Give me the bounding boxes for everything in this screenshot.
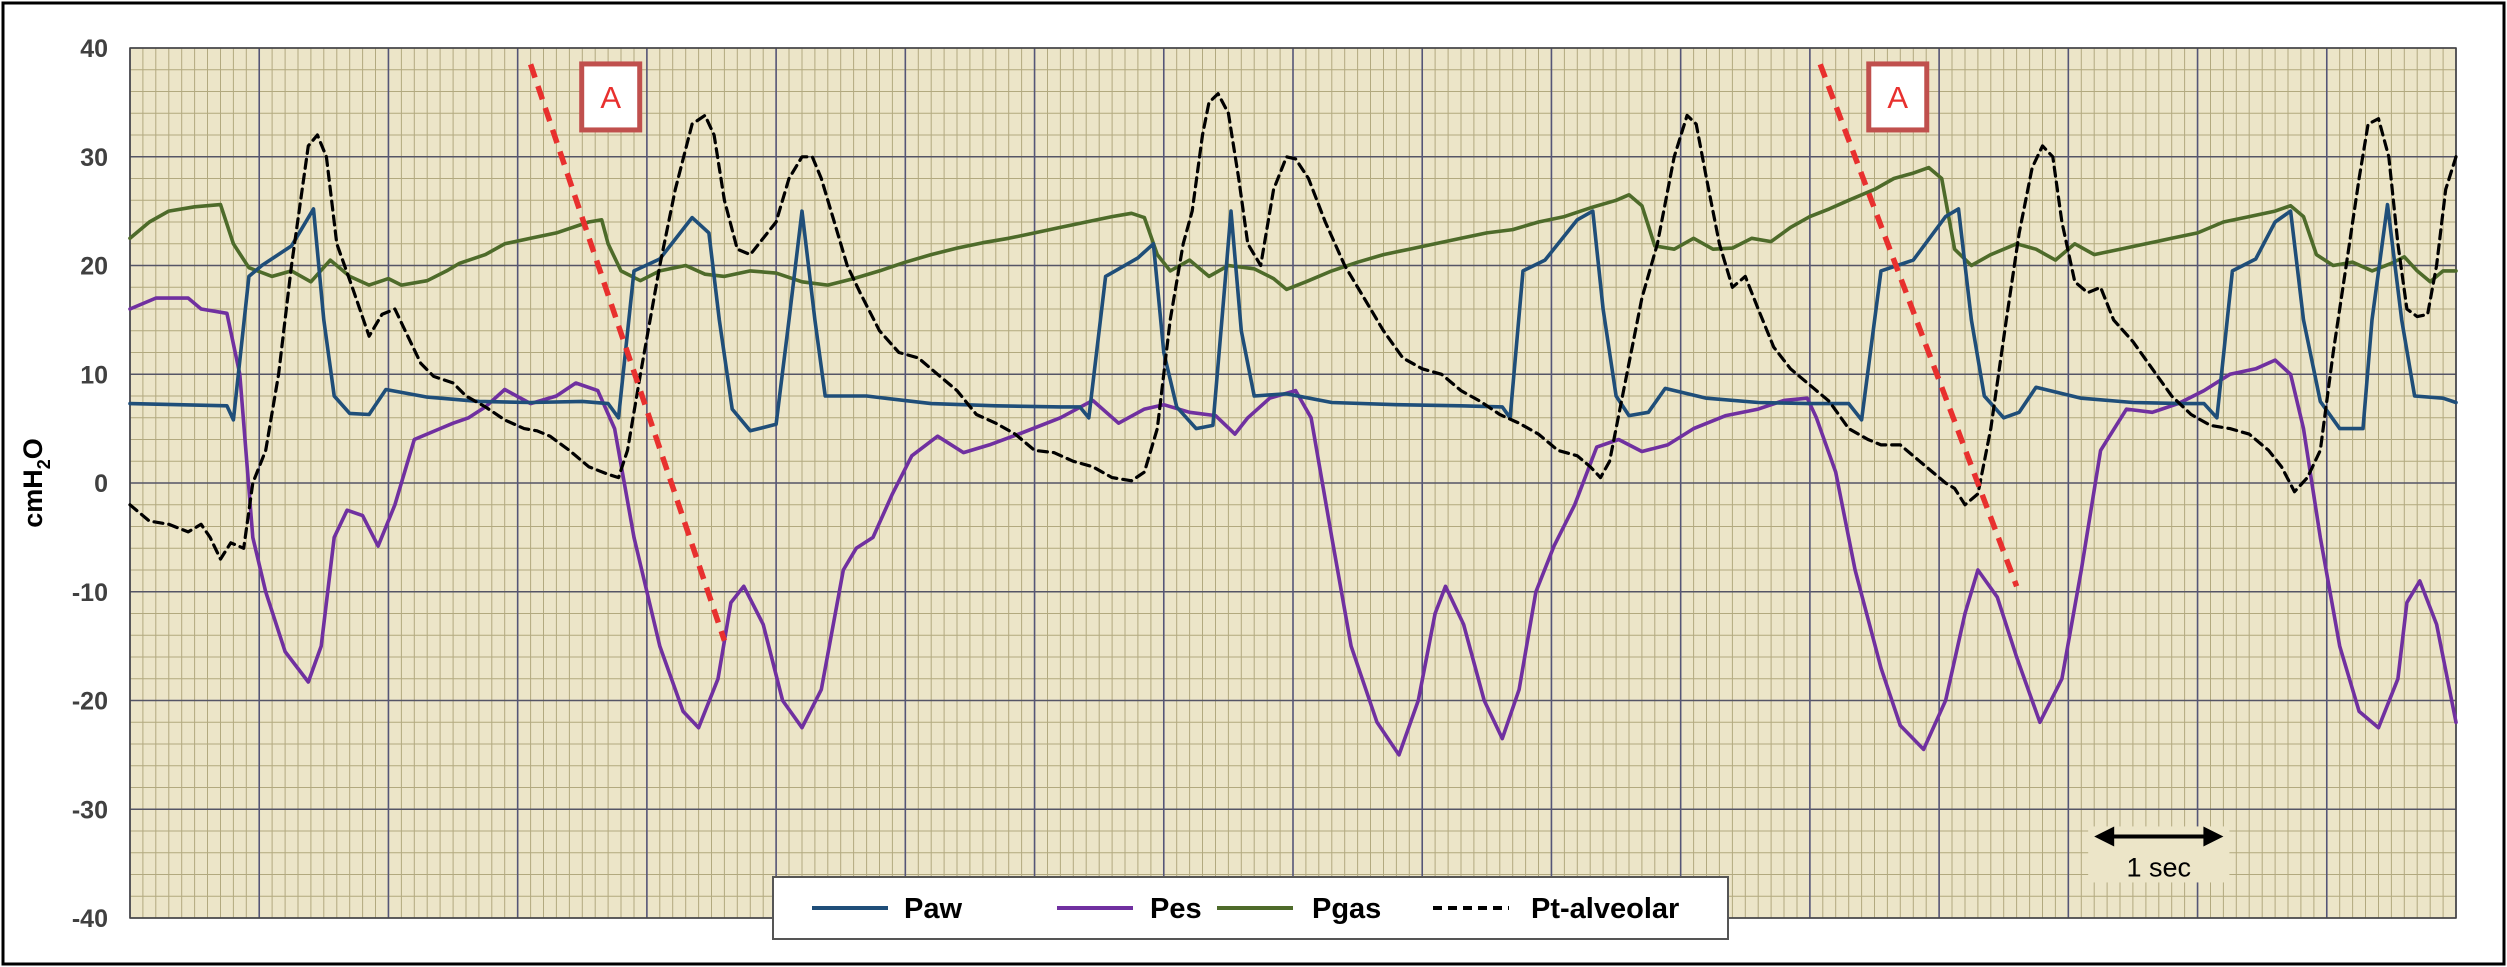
scale-bar-arrow-right [2203, 826, 2224, 847]
major-grid [129, 47, 2457, 919]
y-axis-label-main: cmH [18, 469, 48, 528]
y-axis-label-subscript: 2 [34, 459, 54, 469]
y-tick-label: 0 [94, 470, 108, 498]
legend-label-pt-alveolar: Pt-alveolar [1531, 893, 1679, 925]
series-line-pes [128, 296, 2458, 757]
legend-label-paw: Paw [904, 893, 962, 925]
legend-label-pgas: Pgas [1312, 893, 1381, 925]
y-axis-label-tail: O [18, 438, 48, 459]
series-layer [128, 92, 2458, 757]
y-axis: 40 30 20 10 0 -10 -20 -30 -40 [72, 35, 108, 933]
annotation-line-2 [1817, 63, 2020, 588]
y-axis-label: cmH2O [18, 438, 54, 528]
annotation-line-1 [527, 63, 728, 642]
legend-label-pes: Pes [1150, 893, 1202, 925]
y-tick-label: -30 [72, 796, 108, 824]
scale-bar-label: 1 sec [2127, 852, 2192, 882]
y-tick-label: 10 [80, 361, 108, 389]
y-tick-label: -40 [72, 905, 108, 933]
y-tick-label: 20 [80, 253, 108, 281]
y-tick-label: 40 [80, 35, 108, 63]
legend: Paw Pes Pgas Pt-alveolar [772, 876, 1729, 940]
annotation-box-1 [579, 61, 643, 133]
y-tick-label: -20 [72, 688, 108, 716]
scale-bar-arrow-left [2094, 826, 2115, 847]
y-tick-label: 30 [80, 144, 108, 172]
annotation-box-2 [1866, 61, 1930, 133]
series-line-pgas [128, 165, 2458, 292]
annotation-label-1: A [600, 80, 621, 115]
annotation-label-2: A [1887, 80, 1908, 115]
y-tick-label: -10 [72, 579, 108, 607]
scale-bar: 1 sec [2088, 826, 2230, 883]
series-line-paw [128, 202, 2458, 433]
series-line-pt-alveolar [128, 92, 2458, 561]
